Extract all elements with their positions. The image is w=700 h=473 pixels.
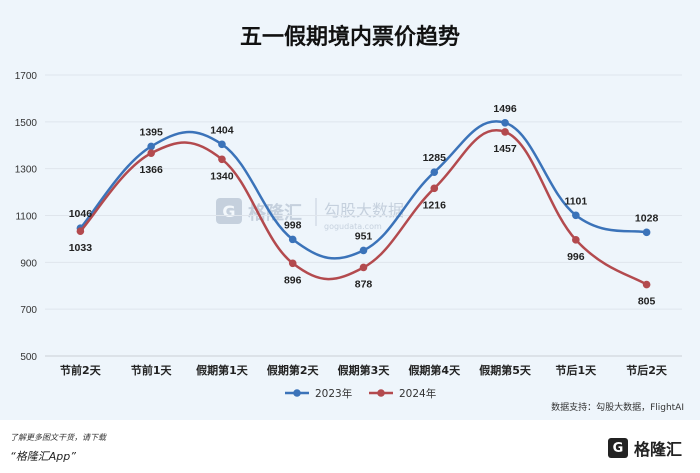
y-axis-ticks: 500 700 900 1100 1300 1500 1700 [15,71,38,363]
data-label: 1404 [210,124,234,136]
chart-title: 五一假期境内票价趋势 [240,24,460,50]
data-label: 878 [355,278,373,290]
legend: 2023年 2024年 [285,387,436,400]
data-label: 1046 [69,208,93,220]
data-point [147,142,155,151]
data-point [288,235,297,244]
footer-download-hint: 了解更多图文干货，请下载 [10,433,106,442]
x-tick-label: 假期第4天 [408,363,461,377]
data-point [642,280,651,289]
footer-logo-text: 格隆汇 [633,440,682,459]
data-label: 805 [638,296,656,308]
footer: 了解更多图文干货，请下载 “格隆汇App” G 格隆汇 [0,420,700,473]
data-point [642,228,651,237]
legend-label: 2024年 [399,387,436,400]
y-tick-label: 1500 [15,118,38,129]
y-tick-label: 1300 [15,165,38,176]
x-tick-label: 假期第2天 [267,363,320,377]
y-tick-label: 500 [20,352,37,363]
data-point [288,259,297,268]
line-chart: 五一假期境内票价趋势 G 格隆汇 勾股大数据 gogudata.com 500 7… [15,24,684,413]
data-point [501,118,509,127]
data-label: 1101 [564,195,587,207]
data-point [76,227,85,235]
data-point [359,263,368,272]
data-label: 1366 [139,164,163,176]
data-point [218,155,226,164]
watermark-sub: 勾股大数据 [324,201,404,220]
series-lines [76,118,651,289]
watermark: G 格隆汇 勾股大数据 gogudata.com [216,198,404,231]
data-labels: 1046 1395 1404 998 951 1285 1496 1101 1028 1033 13… [69,103,659,308]
data-point [359,246,368,255]
data-label: 998 [284,219,302,231]
x-tick-label: 节前1天 [131,363,173,377]
y-tick-label: 1100 [15,212,37,223]
data-label: 1395 [139,126,163,138]
x-tick-label: 节后1天 [556,363,598,377]
data-label: 1285 [423,152,447,164]
gelonghui-logo-icon: G [607,438,628,458]
data-point [218,140,226,149]
data-label: 1033 [69,242,93,254]
data-point [430,184,439,193]
grid [45,74,682,357]
data-point [147,149,155,158]
data-label: 1028 [635,212,659,224]
data-point [572,211,580,220]
x-tick-label: 假期第5天 [479,363,532,377]
data-label: 996 [567,251,585,263]
source-note: 数据支持：勾股大数据，FlightAI [551,401,684,413]
data-point [572,236,580,244]
data-label: 1216 [423,199,447,211]
data-label: 1457 [493,143,517,155]
watermark-logo-icon [216,198,242,224]
data-point [430,168,439,176]
x-tick-label: 假期第3天 [338,363,391,377]
x-axis-ticks: 节前2天 节前1天 假期第1天 假期第2天 假期第3天 假期第4天 假期第5天 节后1天 节后2… [60,363,668,377]
y-tick-label: 900 [20,258,37,269]
data-label: 1340 [210,170,234,182]
y-tick-label: 1700 [15,71,38,82]
data-label: 896 [284,274,302,286]
x-tick-label: 节前2天 [60,363,102,377]
x-tick-label: 假期第1天 [196,363,249,377]
data-point [501,128,509,136]
watermark-logo-letter: G [222,202,235,221]
x-tick-label: 节后2天 [626,363,668,377]
legend-label: 2023年 [315,387,352,400]
footer-app-name: “格隆汇App” [10,450,76,463]
legend-swatch-dot [377,389,385,397]
y-tick-label: 700 [20,305,37,316]
chart-card: 五一假期境内票价趋势 G 格隆汇 勾股大数据 gogudata.com 500 7… [0,0,700,420]
legend-swatch-dot [293,389,301,397]
footer-logo: G 格隆汇 [607,436,682,460]
data-label: 1496 [493,103,517,115]
data-label: 951 [355,230,373,242]
watermark-site: gogudata.com [324,222,382,231]
